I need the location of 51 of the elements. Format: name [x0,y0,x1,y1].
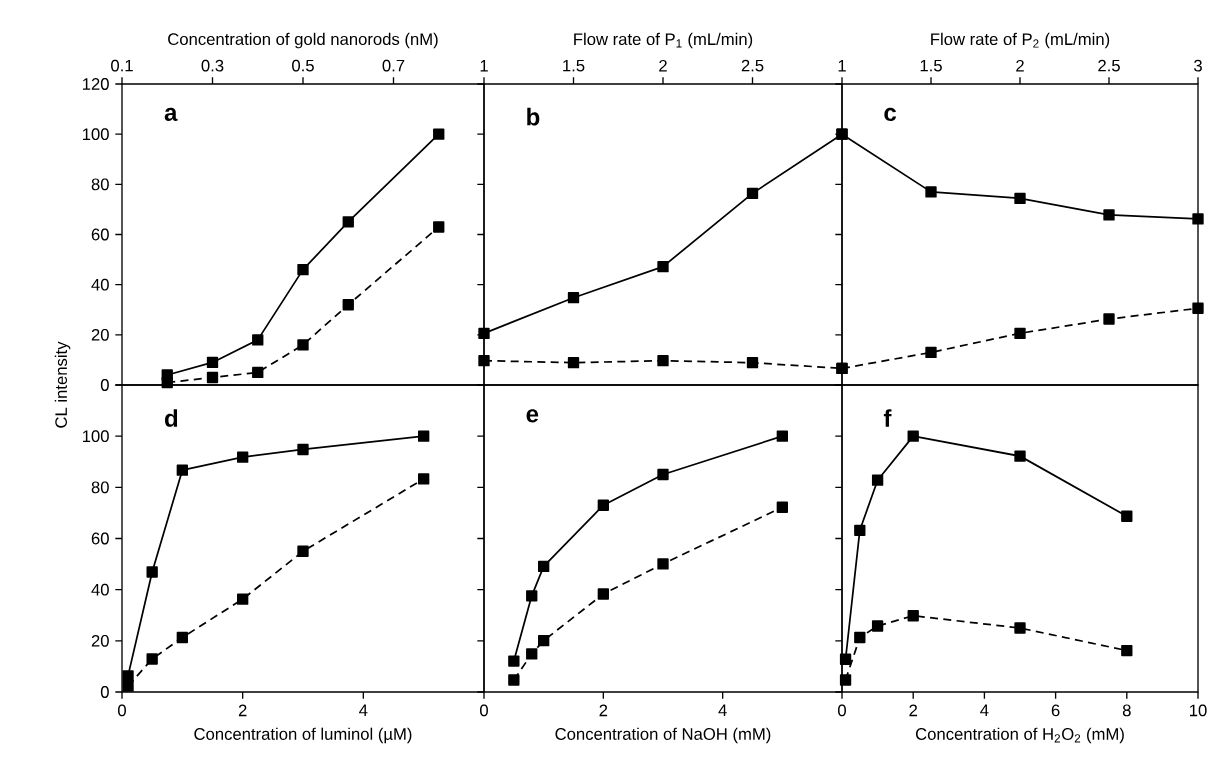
x-tick-label: 0 [118,704,126,717]
x-tick-label: 2 [659,59,667,72]
x-tick-label: 2 [909,704,917,717]
x-tick-label: 4 [980,704,989,716]
annotation: d [165,409,178,427]
x-tick-label: 6 [1051,704,1060,717]
x-tick-label: 4 [718,704,727,716]
x-tick-label: 2.5 [1098,59,1120,72]
annotation: a [164,107,178,122]
x-tick-label: 1.5 [920,59,942,72]
x-tick-label: 1 [480,60,488,72]
x-tick-label: 1.5 [563,59,585,72]
y-tick-label: 80 [91,178,109,191]
x-tick-label: 8 [1122,704,1131,717]
y-tick-label: 40 [91,583,109,596]
x-tick-label: 1 [838,60,846,72]
x-tick-label: 10 [1190,704,1207,717]
x-tick-label: 0.3 [201,59,224,72]
y-tick-label: 0 [100,379,109,391]
y-tick-label: 60 [91,228,109,241]
y-tick-label: 20 [91,328,109,341]
y-tick-label: 100 [82,430,109,443]
y-tick-label: 60 [91,532,109,545]
x-tick-label: 0 [480,704,488,717]
x-tick-label: 0.5 [292,59,314,72]
x-axis-title: Flow rate of P$_{2}$ (mL/min) [931,32,1110,49]
x-axis-title: Concentration of gold nanorods (nM) [168,32,438,49]
y-tick-label: 80 [91,481,109,494]
x-tick-label: 2.5 [741,59,764,72]
x-tick-label: 3 [1194,59,1202,72]
annotation: c [884,107,897,122]
x-tick-label: 4 [359,704,368,716]
y-tick-label: 20 [91,634,109,647]
x-tick-label: 0.1 [111,59,133,72]
annotation: f [883,409,892,427]
x-axis-title: Flow rate of P$_{1}$ (mL/min) [574,32,753,49]
x-axis-title: Concentration of luminol (µM) [194,727,412,744]
x-tick-label: 2 [599,704,608,717]
x-tick-label: 0.7 [382,59,405,72]
x-axis-title: Concentration of NaOH (mM) [555,727,771,744]
y-tick-label: 40 [91,278,109,291]
annotation: e [526,409,539,423]
x-axis-title: Concentration of H$_{2}$O$_{2}$ (mM) [915,727,1124,744]
x-tick-label: 0 [838,704,846,717]
y-tick-label: 0 [100,686,109,698]
annotation: b [527,107,540,126]
x-tick-label: 2 [1016,59,1024,72]
x-tick-label: 2 [238,704,247,717]
y-tick-label: 120 [82,78,109,90]
y-tick-label: 100 [82,128,109,141]
y-axis-title: CL intensity [54,341,71,428]
